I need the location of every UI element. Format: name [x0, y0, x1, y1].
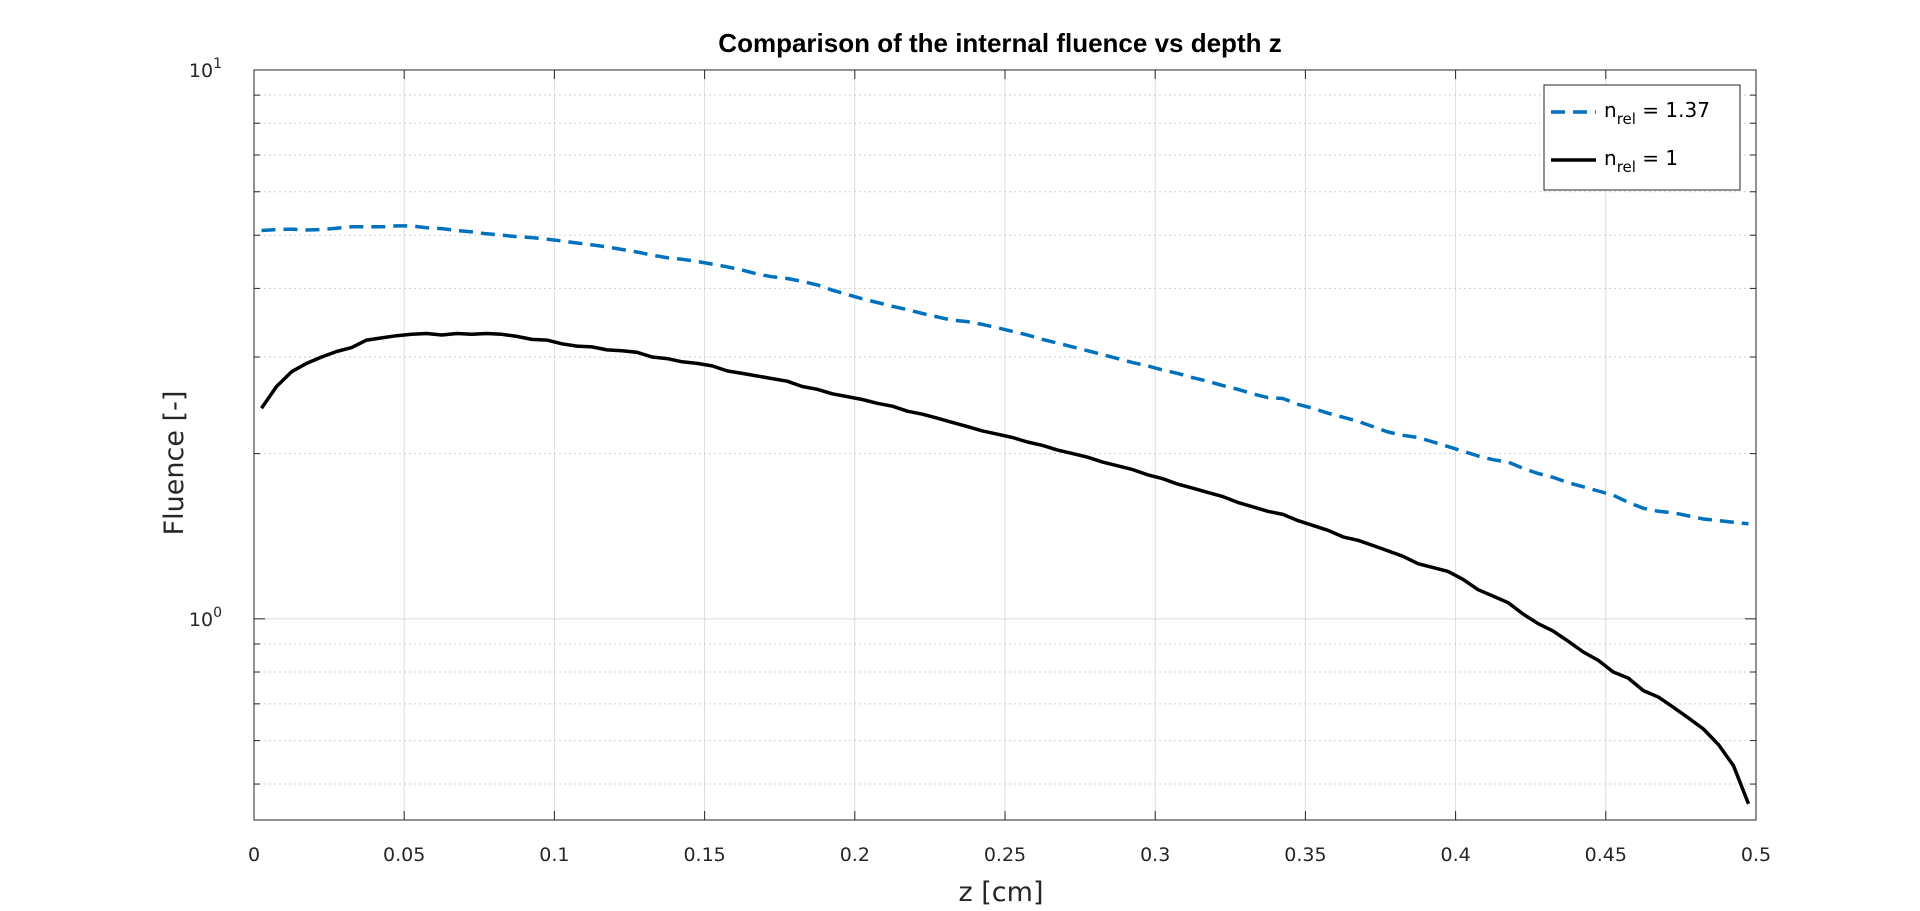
- x-tick-label: 0.05: [383, 844, 425, 866]
- y-tick-label: 101: [189, 56, 222, 82]
- x-tick-label: 0.2: [840, 844, 870, 866]
- y-tick-label: 100: [189, 605, 222, 631]
- legend-entry-series-1-sub: rel: [1617, 110, 1636, 128]
- legend-entry-series-2-main: n: [1604, 146, 1617, 170]
- legend-entry-series-1: nrel = 1.37: [1604, 98, 1710, 128]
- legend-box: [1543, 84, 1741, 191]
- x-tick-label: 0: [248, 844, 260, 866]
- x-tick-label: 0.4: [1440, 844, 1470, 866]
- x-tick-label: 0.35: [1284, 844, 1326, 866]
- x-tick-label: 0.1: [539, 844, 569, 866]
- series-line-1: [261, 224, 1749, 526]
- y-tick-labels: 100 101: [189, 56, 222, 631]
- x-tick-label: 0.25: [984, 844, 1026, 866]
- legend-entry-series-2-rest: = 1: [1636, 146, 1678, 170]
- y-axis-label: Fluence [-]: [159, 391, 190, 536]
- legend-entry-series-2: nrel = 1: [1604, 146, 1678, 176]
- legend-entry-series-1-main: n: [1604, 98, 1617, 122]
- x-tick-labels: 0 0.05 0.1 0.15 0.2 0.25 0.3 0.35 0.4 0.45 0.5: [248, 844, 1771, 866]
- axis-ticks: [253, 69, 1757, 820]
- legend-entry-series-2-sub: rel: [1617, 158, 1636, 176]
- x-tick-label: 0.3: [1140, 844, 1170, 866]
- series-lines: [260, 224, 1751, 805]
- x-tick-label: 0.45: [1585, 844, 1627, 866]
- grid: [254, 70, 1756, 820]
- series-line-2: [260, 331, 1751, 805]
- chart-title: Comparison of the internal fluence vs de…: [718, 28, 1281, 58]
- legend-entry-series-1-rest: = 1.37: [1636, 98, 1710, 122]
- x-tick-label: 0.5: [1741, 844, 1771, 866]
- x-axis-label: z [cm]: [959, 877, 1044, 908]
- legend: nrel = 1.37 nrel = 1: [1543, 84, 1741, 191]
- x-tick-label: 0.15: [683, 844, 725, 866]
